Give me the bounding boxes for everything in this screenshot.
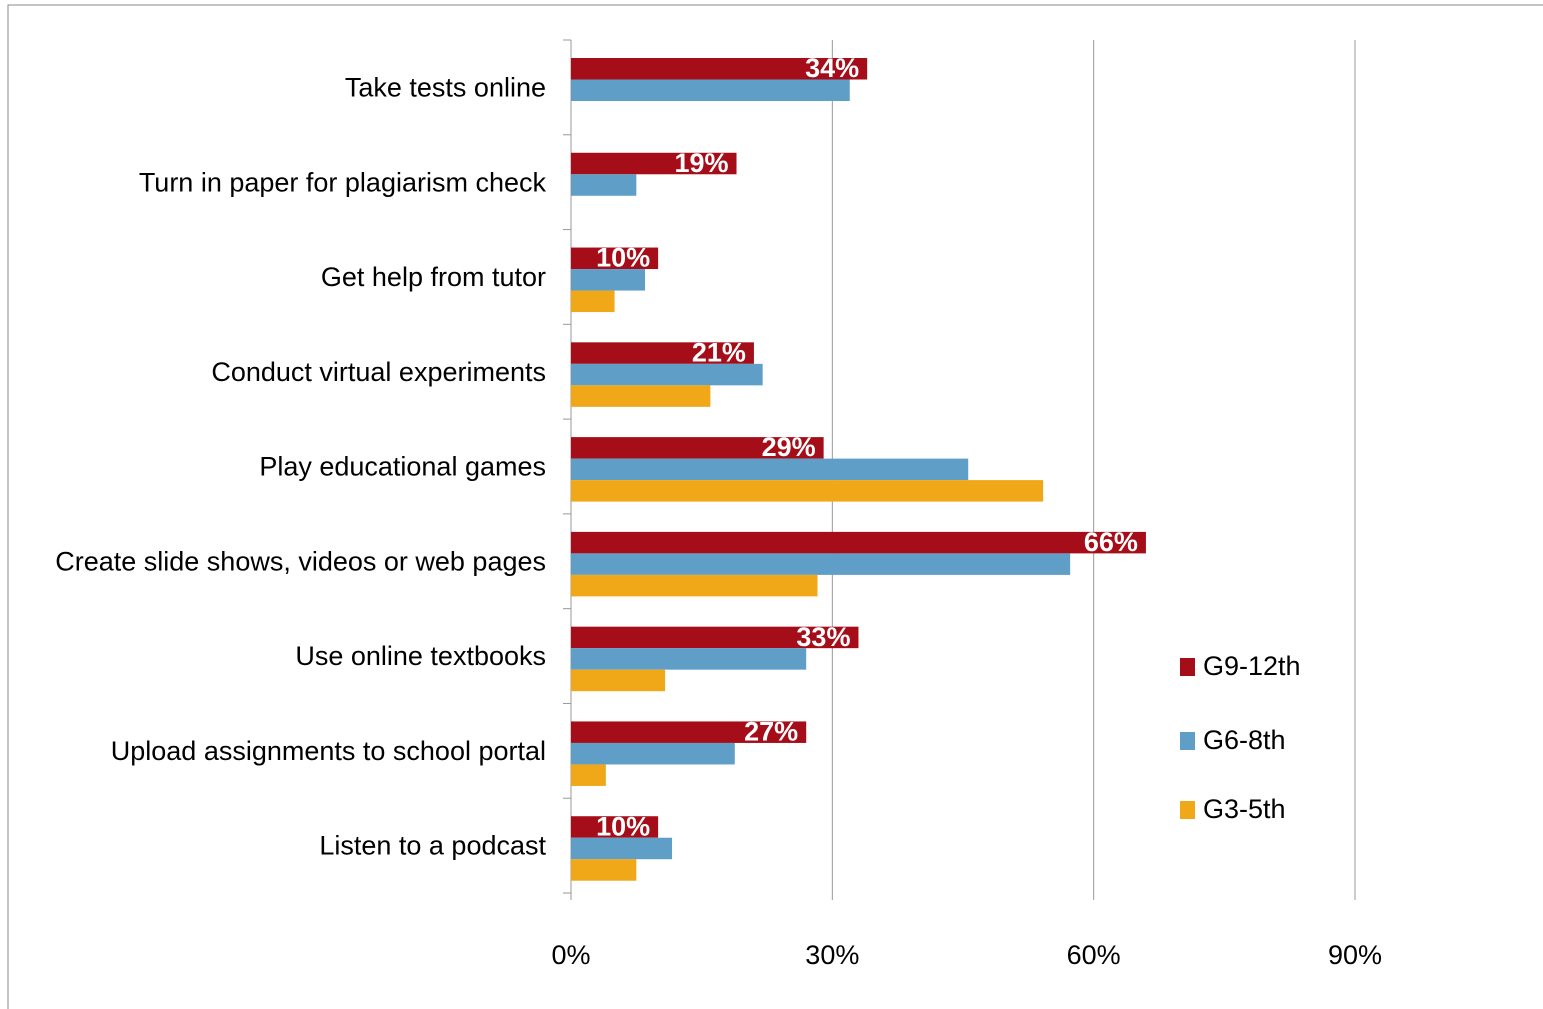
bar <box>571 553 1071 575</box>
bar <box>571 648 807 670</box>
bar <box>571 247 659 270</box>
bar <box>571 58 868 80</box>
value-label: 33% <box>796 622 850 652</box>
x-tick-label: 60% <box>1067 940 1121 970</box>
bar <box>571 859 637 881</box>
value-label: 21% <box>692 337 746 367</box>
x-tick-label: 30% <box>805 940 859 970</box>
bar <box>571 837 673 860</box>
value-label: 66% <box>1084 527 1138 557</box>
value-label: 19% <box>674 148 728 178</box>
y-tick-label: Use online textbooks <box>295 641 546 671</box>
bar <box>571 574 818 597</box>
y-tick-label: Upload assignments to school portal <box>111 736 546 766</box>
bar <box>571 437 824 459</box>
bar <box>571 531 1146 554</box>
bar <box>571 363 763 386</box>
legend-label: G3-5th <box>1203 794 1286 824</box>
bar <box>571 480 1044 502</box>
bar <box>571 269 646 291</box>
y-tick-label: Turn in paper for plagiarism check <box>139 167 547 197</box>
bar <box>571 385 711 407</box>
bar <box>571 669 666 692</box>
bar <box>571 626 859 649</box>
value-label: 29% <box>762 432 816 462</box>
bar <box>571 721 807 743</box>
legend-label: G9-12th <box>1203 651 1301 681</box>
x-tick-label: 90% <box>1328 940 1382 970</box>
value-label: 27% <box>744 717 798 747</box>
y-tick-label: Play educational games <box>259 452 546 482</box>
value-label: 10% <box>596 243 650 273</box>
legend-swatch <box>1180 801 1195 819</box>
bar <box>571 742 735 765</box>
y-tick-label: Get help from tutor <box>321 262 546 292</box>
bar <box>571 458 969 481</box>
bar <box>571 290 615 313</box>
legend-swatch <box>1180 732 1195 750</box>
bar <box>571 79 850 101</box>
bar <box>571 342 754 364</box>
y-tick-label: Conduct virtual experiments <box>211 357 546 387</box>
y-tick-label: Take tests online <box>345 73 546 103</box>
legend-label: G6-8th <box>1203 725 1286 755</box>
bar <box>571 816 659 838</box>
legend-swatch <box>1180 658 1195 676</box>
y-tick-label: Listen to a podcast <box>319 831 546 861</box>
value-label: 34% <box>805 53 859 83</box>
value-label: 10% <box>596 811 650 841</box>
x-tick-label: 0% <box>551 940 590 970</box>
y-tick-label: Create slide shows, videos or web pages <box>55 546 546 576</box>
bar <box>571 174 637 196</box>
chart-frame <box>7 4 1543 1009</box>
bar <box>571 152 737 175</box>
bar <box>571 764 606 786</box>
